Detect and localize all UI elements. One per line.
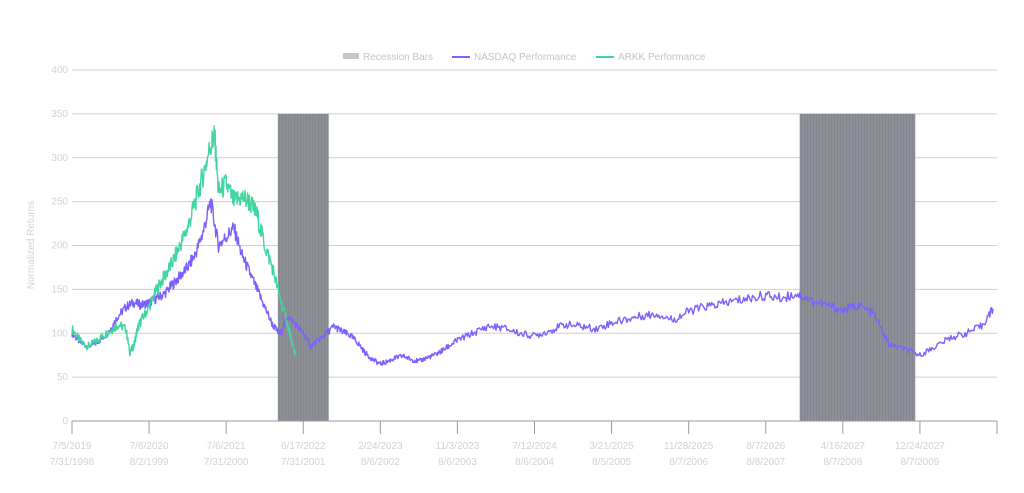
recession-bar-hatch-2	[801, 113, 913, 421]
x-tick-label-bottom-4: 8/6/2002	[361, 457, 400, 468]
y-tick-label-0: 0	[62, 416, 68, 427]
legend-label-recession-bars: Recession Bars	[363, 52, 433, 63]
recession-bars	[277, 113, 916, 421]
x-tick-label-top-2: 7/6/2021	[207, 441, 246, 452]
y-tick-label-250: 250	[51, 197, 68, 208]
series-line-arkk	[71, 125, 297, 357]
x-tick-label-top-1: 7/6/2020	[130, 441, 169, 452]
legend-label-nasdaq: NASDAQ Performance	[474, 52, 577, 63]
y-tick-label-400: 400	[51, 65, 68, 76]
recession-bar-2	[799, 113, 916, 421]
x-tick-label-bottom-0: 7/31/1998	[50, 457, 95, 468]
x-axis-ticks: 7/5/2019 7/6/2020 7/6/2021 6/17/2022 2/24/20…	[50, 421, 998, 468]
y-tick-label-50: 50	[57, 372, 69, 383]
recession-bar-1	[277, 113, 329, 421]
chart-legend: Recession Bars NASDAQ Performance ARKK P…	[343, 52, 706, 63]
x-tick-label-bottom-8: 8/7/2006	[669, 457, 708, 468]
x-tick-label-bottom-3: 7/31/2001	[281, 457, 326, 468]
x-tick-label-top-5: 11/3/2023	[436, 441, 480, 452]
x-tick-label-bottom-7: 8/5/2005	[592, 457, 631, 468]
y-tick-label-300: 300	[51, 153, 68, 164]
x-tick-label-bottom-5: 8/6/2003	[438, 457, 477, 468]
y-tick-label-350: 350	[51, 109, 68, 120]
legend-label-arkk: ARKK Performance	[618, 52, 706, 63]
x-tick-label-top-8: 11/28/2025	[664, 441, 714, 452]
series-lines	[71, 125, 994, 366]
series-line-nasdaq	[71, 198, 994, 366]
y-gridlines	[72, 69, 997, 378]
x-tick-label-top-3: 6/17/2022	[281, 441, 326, 452]
x-tick-label-top-11: 12/24/2027	[895, 441, 945, 452]
x-tick-label-bottom-6: 8/6/2004	[515, 457, 554, 468]
x-tick-label-bottom-9: 8/8/2007	[746, 457, 785, 468]
x-tick-label-bottom-2: 7/31/2000	[204, 457, 249, 468]
y-tick-label-150: 150	[51, 284, 68, 295]
x-tick-label-bottom-10: 8/7/2008	[823, 457, 862, 468]
y-tick-label-100: 100	[51, 328, 68, 339]
y-tick-labels: 0 50 100 150 200 250 300 350 400	[51, 65, 68, 427]
x-tick-label-top-4: 2/24/2023	[358, 441, 403, 452]
x-tick-label-bottom-11: 8/7/2009	[900, 457, 939, 468]
y-axis-label: Normalized Returns	[26, 201, 37, 289]
x-tick-label-bottom-1: 8/2/1999	[130, 457, 169, 468]
x-tick-label-top-6: 7/12/2024	[512, 441, 557, 452]
recession-bar-hatch-1	[279, 113, 329, 421]
x-tick-label-top-10: 4/16/2027	[821, 441, 866, 452]
x-tick-label-top-0: 7/5/2019	[53, 441, 92, 452]
x-tick-label-top-7: 3/21/2025	[589, 441, 634, 452]
legend-swatch-recession-bars	[343, 53, 359, 59]
y-tick-label-200: 200	[51, 241, 68, 252]
x-tick-label-top-9: 8/7/2026	[746, 441, 785, 452]
